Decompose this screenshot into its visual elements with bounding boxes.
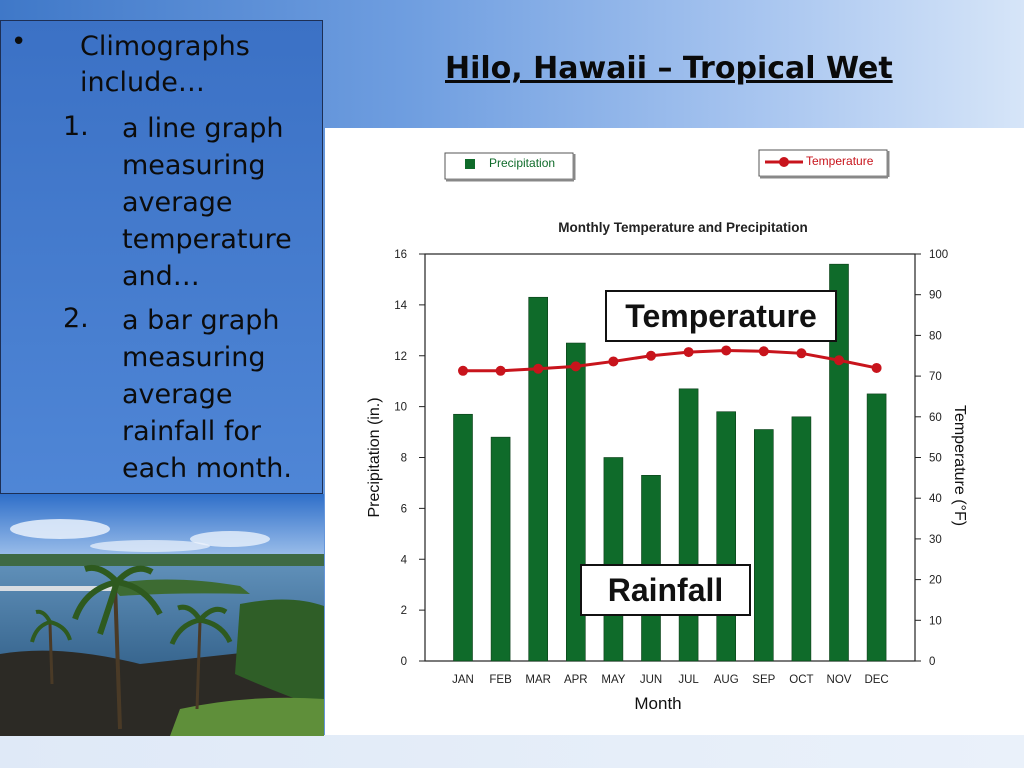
- y2-axis-label: Temperature (°F): [951, 405, 968, 526]
- coastal-photo-icon: [0, 494, 324, 736]
- bar-jul: [678, 388, 699, 662]
- temperature-point-feb: [495, 365, 506, 376]
- x-tick-label: MAR: [525, 674, 551, 686]
- list-number-2: 2.: [63, 303, 89, 334]
- y2-tick-label: 30: [929, 534, 942, 546]
- y-tick-label: 14: [394, 300, 407, 312]
- bottom-band: [0, 735, 1024, 768]
- y2-tick-label: 90: [929, 290, 942, 302]
- temperature-point-oct: [796, 348, 807, 359]
- temperature-point-jan: [458, 365, 468, 376]
- bullet-marker: •: [11, 27, 27, 57]
- y-tick-label: 2: [401, 605, 407, 617]
- legend-temperature-label: Temperature: [806, 154, 874, 168]
- temperature-point-dec: [871, 362, 882, 373]
- y-tick-label: 4: [401, 554, 408, 566]
- bar-aug: [716, 411, 737, 662]
- bar-may: [603, 457, 624, 662]
- temperature-point-apr: [570, 361, 581, 372]
- x-tick-label: SEP: [752, 674, 775, 686]
- y-tick-label: 6: [401, 503, 407, 515]
- y-tick-label: 16: [394, 249, 407, 261]
- legend-precipitation: Precipitation: [444, 152, 576, 182]
- legend-temperature-marker: [779, 157, 789, 167]
- y-tick-label: 0: [401, 656, 407, 668]
- chart-panel: Precipitation Temperature Monthly Temper…: [325, 128, 1024, 735]
- x-tick-label: FEB: [489, 674, 512, 686]
- legend-precipitation-label: Precipitation: [489, 156, 555, 170]
- y2-tick-label: 60: [929, 412, 942, 424]
- y-tick-label: 8: [401, 453, 407, 465]
- x-tick-label: APR: [564, 674, 588, 686]
- y-tick-label: 12: [394, 351, 407, 363]
- y2-tick-label: 40: [929, 493, 942, 505]
- temperature-point-jun: [646, 350, 656, 361]
- temperature-callout: Temperature: [605, 290, 837, 342]
- temperature-point-may: [608, 356, 619, 367]
- temperature-line: [463, 348, 877, 373]
- temperature-point-jul: [683, 347, 694, 358]
- x-tick-label: MAY: [601, 674, 625, 686]
- y2-tick-label: 100: [929, 249, 948, 261]
- temperature-point-sep: [758, 346, 769, 357]
- bullet-heading: Climographs include…: [80, 31, 250, 98]
- bar-jan: [453, 413, 473, 662]
- y2-tick-label: 20: [929, 575, 942, 587]
- bullet-text-box: • Climographs include… 1. a line graph m…: [0, 20, 323, 494]
- bar-mar: [528, 296, 548, 662]
- y2-tick-label: 80: [929, 330, 942, 342]
- y2-tick-label: 50: [929, 453, 942, 465]
- y2-tick-label: 10: [929, 615, 942, 627]
- x-tick-label: JAN: [452, 674, 474, 686]
- y2-tick-label: 0: [929, 656, 935, 668]
- x-tick-label: JUL: [678, 674, 699, 686]
- legend-precipitation-swatch: [465, 159, 475, 169]
- list-item-2: a bar graph measuring average rainfall f…: [122, 305, 292, 484]
- y2-tick-label: 70: [929, 371, 942, 383]
- bar-oct: [791, 416, 812, 662]
- bar-feb: [490, 436, 511, 662]
- legend-temperature: Temperature: [758, 149, 890, 179]
- y-tick-label: 10: [394, 402, 407, 414]
- x-tick-label: JUN: [640, 674, 662, 686]
- x-tick-label: DEC: [864, 674, 888, 686]
- bar-nov: [829, 263, 849, 662]
- bar-dec: [866, 393, 887, 662]
- list-item-1: a line graph measuring average temperatu…: [122, 113, 292, 292]
- chart-title: Monthly Temperature and Precipitation: [558, 220, 808, 235]
- x-axis-label: Month: [634, 694, 681, 713]
- bar-sep: [753, 429, 774, 662]
- rainfall-callout: Rainfall: [580, 564, 751, 616]
- temperature-point-mar: [533, 363, 544, 374]
- x-tick-label: NOV: [827, 674, 852, 686]
- x-tick-label: OCT: [789, 674, 813, 686]
- slide-title: Hilo, Hawaii – Tropical Wet: [445, 51, 893, 86]
- temperature-point-aug: [721, 345, 732, 356]
- y-axis-label: Precipitation (in.): [366, 397, 383, 517]
- temperature-point-nov: [834, 355, 844, 366]
- x-tick-label: AUG: [714, 674, 739, 686]
- list-number-1: 1.: [63, 111, 89, 142]
- climograph-chart: Precipitation Temperature Monthly Temper…: [366, 149, 968, 713]
